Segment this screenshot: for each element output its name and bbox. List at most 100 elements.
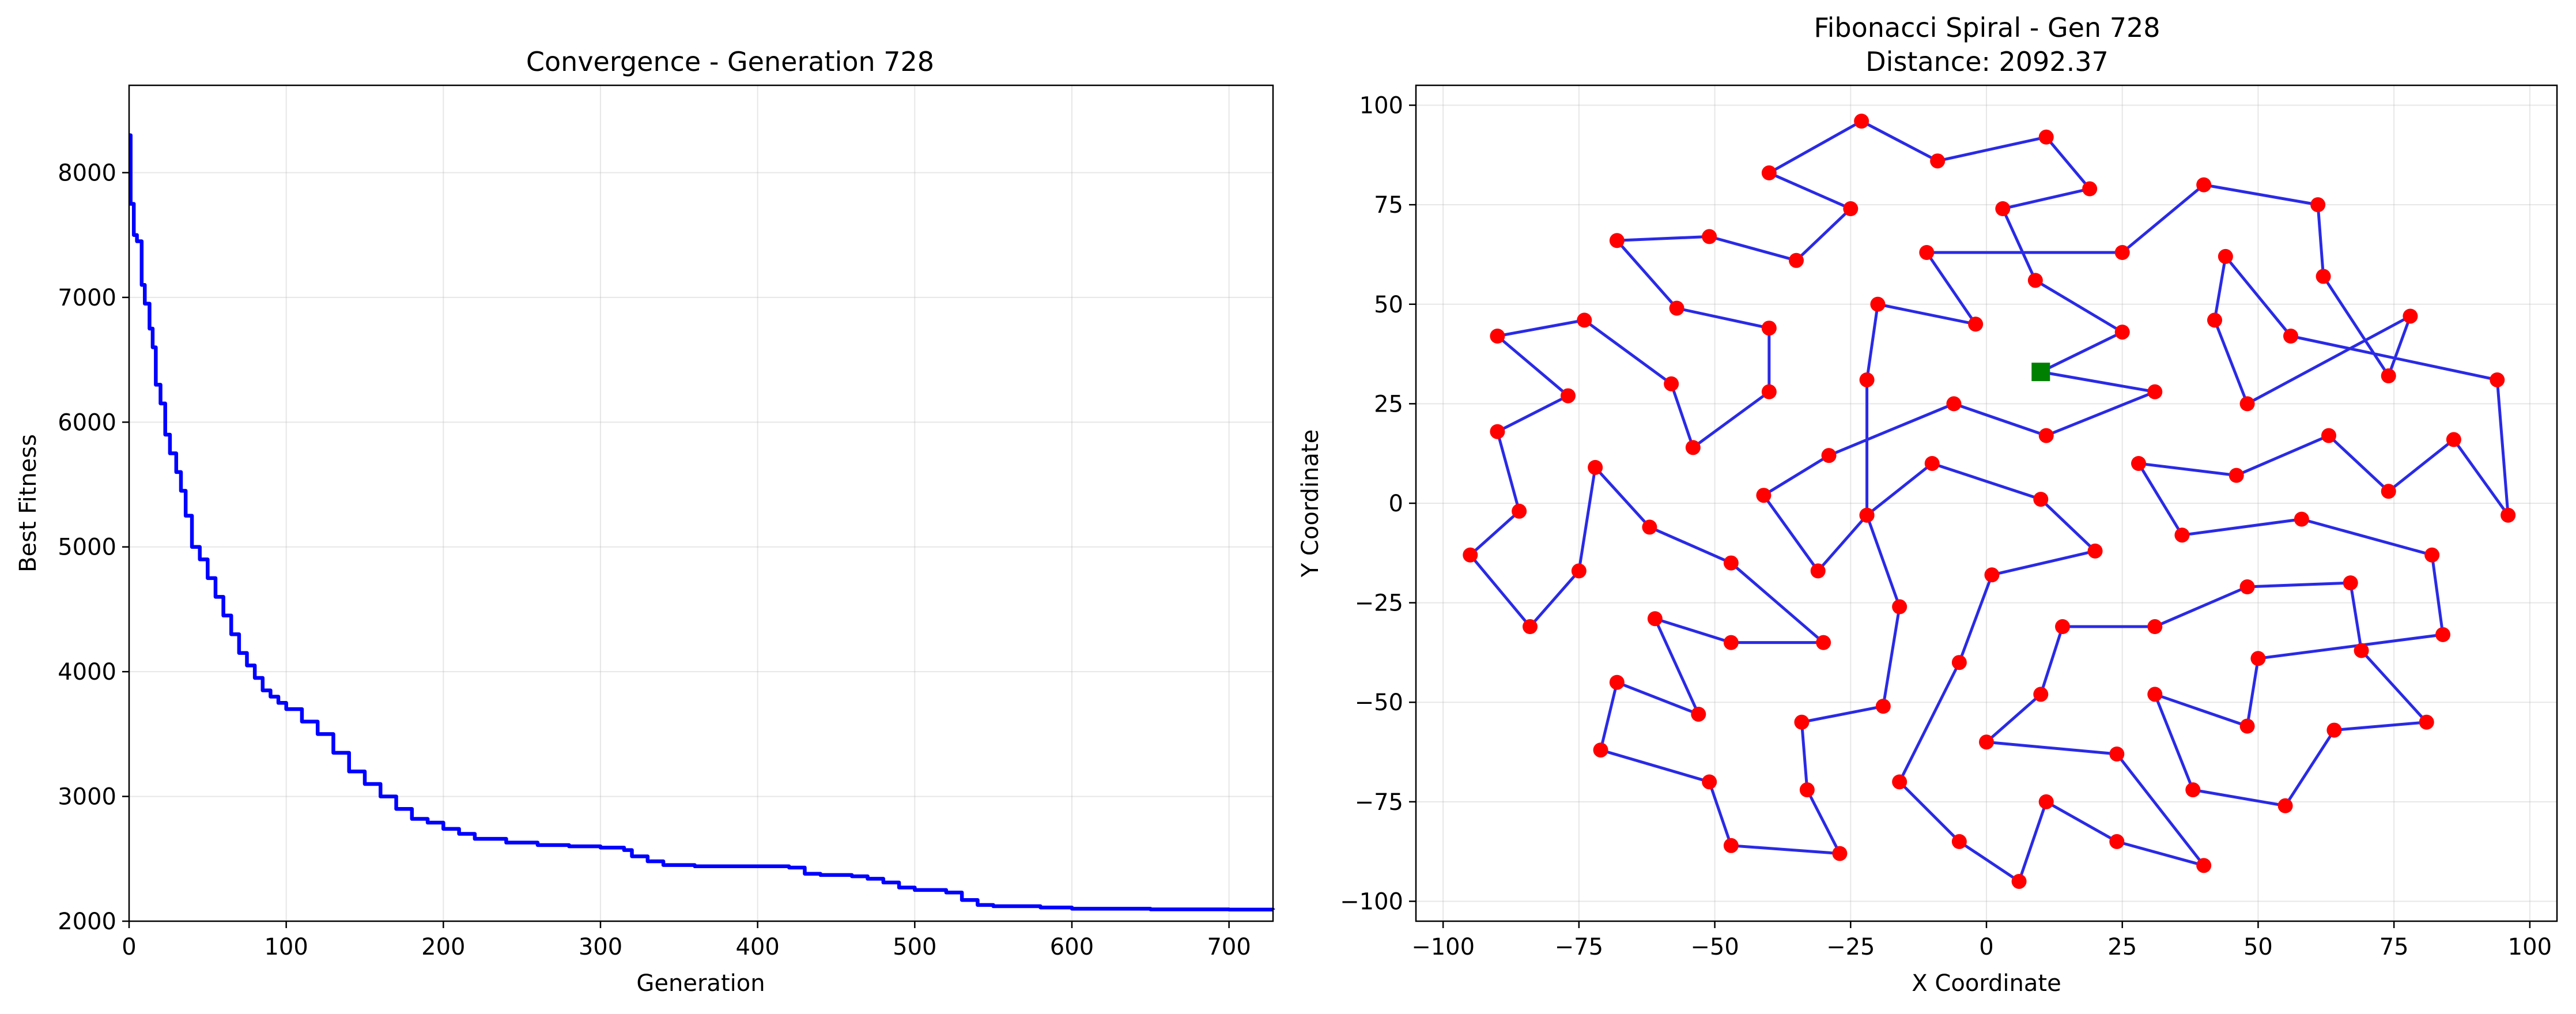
convergence-grid — [129, 85, 1273, 922]
convergence-ytick-label-4: 6000 — [58, 409, 116, 436]
city-point-91 — [1789, 252, 1804, 268]
convergence-chart: Convergence - Generation 728 0 100 200 300 4… — [15, 46, 1275, 997]
city-point-22 — [2055, 619, 2070, 635]
city-point-18 — [2196, 858, 2212, 873]
city-point-34 — [2435, 627, 2450, 642]
city-point-27 — [2419, 714, 2434, 730]
convergence-ticks: 0 100 200 300 400 500 600 700 2000 3000 4000 5000 60… — [58, 160, 1251, 960]
city-point-4 — [1821, 448, 1837, 463]
city-point-42 — [2446, 432, 2461, 447]
route-ytick-label-2: −50 — [1355, 689, 1403, 716]
city-point-44 — [2490, 372, 2505, 387]
city-point-92 — [1843, 201, 1859, 217]
city-point-47 — [2207, 312, 2222, 328]
route-ytick-label-4: 0 — [1389, 491, 1403, 517]
city-point-77 — [1523, 619, 1538, 635]
city-point-82 — [1490, 329, 1505, 344]
route-ytick-label-1: −75 — [1355, 789, 1403, 816]
convergence-xtick-label-1: 100 — [264, 934, 308, 960]
city-point-99 — [2027, 273, 2043, 288]
city-point-21 — [2033, 687, 2049, 702]
city-point-60 — [1892, 599, 1908, 615]
city-point-26 — [2354, 643, 2369, 658]
city-point-94 — [1854, 114, 1869, 129]
city-point-88 — [1669, 300, 1684, 316]
city-point-24 — [2239, 579, 2255, 594]
city-point-63 — [1799, 782, 1815, 798]
city-point-8 — [1924, 455, 1940, 471]
city-point-11 — [1984, 567, 2000, 583]
city-point-85 — [1685, 440, 1701, 455]
city-point-75 — [1588, 459, 1603, 475]
city-point-25 — [2343, 575, 2358, 591]
city-point-54 — [2114, 245, 2130, 260]
convergence-ylabel: Best Fitness — [15, 434, 41, 572]
city-point-35 — [2424, 547, 2440, 563]
city-point-17 — [2109, 834, 2125, 849]
city-point-3 — [1946, 396, 1962, 412]
convergence-xtick-label-7: 700 — [1207, 934, 1251, 960]
route-xlabel: X Coordinate — [1912, 970, 2061, 997]
city-point-52 — [2310, 197, 2326, 213]
route-ylabel: Y Coordinate — [1297, 429, 1324, 578]
city-point-59 — [1859, 507, 1875, 523]
city-point-57 — [1870, 296, 1886, 312]
city-point-31 — [2147, 687, 2163, 702]
city-point-20 — [1979, 734, 1994, 750]
convergence-xtick-label-4: 400 — [735, 934, 779, 960]
city-point-67 — [1593, 742, 1608, 758]
city-point-40 — [2321, 428, 2336, 443]
city-point-9 — [2033, 492, 2049, 507]
city-point-97 — [2082, 181, 2098, 197]
route-xtick-label-5: 25 — [2107, 934, 2137, 960]
city-point-15 — [2011, 873, 2027, 889]
convergence-xtick-label-6: 600 — [1050, 934, 1094, 960]
convergence-xtick-label-0: 0 — [122, 934, 136, 960]
city-point-55 — [1919, 245, 1935, 260]
city-point-2 — [2038, 428, 2054, 443]
city-point-51 — [2316, 269, 2331, 284]
city-point-38 — [2131, 455, 2146, 471]
city-point-30 — [2185, 782, 2201, 798]
city-point-19 — [2109, 747, 2125, 762]
city-point-58 — [1859, 372, 1875, 387]
route-xtick-label-3: −25 — [1826, 934, 1875, 960]
city-point-66 — [1702, 774, 1717, 790]
route-xtick-label-1: −75 — [1555, 934, 1603, 960]
city-point-37 — [2174, 527, 2190, 543]
city-point-69 — [1691, 706, 1706, 722]
route-title: Fibonacci Spiral - Gen 728 — [1814, 12, 2160, 43]
city-point-48 — [2239, 396, 2255, 412]
city-point-73 — [1723, 555, 1739, 571]
city-point-50 — [2381, 368, 2396, 384]
city-point-39 — [2228, 468, 2244, 483]
city-point-98 — [1995, 201, 2011, 217]
city-point-72 — [1816, 635, 1831, 650]
convergence-ytick-label-2: 4000 — [58, 659, 116, 685]
convergence-xtick-label-3: 300 — [579, 934, 622, 960]
route-grid — [1416, 85, 2557, 921]
city-point-28 — [2326, 722, 2342, 738]
convergence-axes-frame — [128, 84, 1274, 922]
city-point-65 — [1723, 838, 1739, 853]
route-ticks: −100 −75 −50 −25 0 25 50 75 100 −100 −75 −50 −25 0 25 5… — [1340, 93, 2552, 960]
convergence-xtick-label-2: 200 — [421, 934, 465, 960]
city-point-87 — [1761, 321, 1777, 336]
route-ytick-label-8: 100 — [1359, 93, 1403, 119]
city-point-5 — [1756, 488, 1772, 503]
city-point-81 — [1561, 388, 1576, 404]
route-cities — [1463, 114, 2516, 889]
city-point-80 — [1490, 424, 1505, 439]
city-point-56 — [1968, 316, 1984, 332]
city-point-33 — [2250, 651, 2266, 666]
route-path — [1468, 119, 2510, 883]
city-point-61 — [1875, 699, 1891, 714]
route-xtick-label-4: 0 — [1979, 934, 1993, 960]
route-chart: Fibonacci Spiral - Gen 728 Distance: 209… — [1297, 12, 2558, 997]
city-point-79 — [1512, 503, 1527, 519]
city-point-36 — [2294, 511, 2309, 527]
city-point-45 — [2283, 329, 2298, 344]
convergence-title: Convergence - Generation 728 — [526, 46, 934, 77]
city-point-62 — [1794, 714, 1810, 730]
city-point-78 — [1463, 547, 1478, 563]
